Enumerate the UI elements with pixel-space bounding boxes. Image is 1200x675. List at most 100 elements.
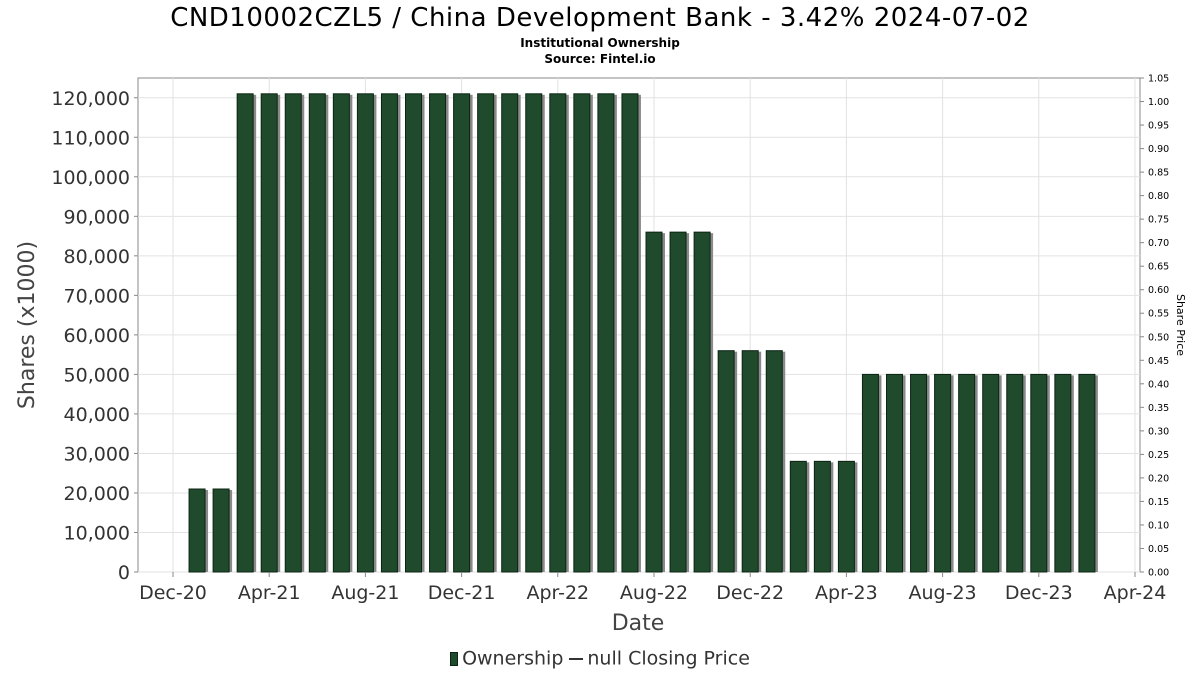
y2-tick-label: 0.95 [1148,121,1169,132]
x-tick-label: Apr-24 [1104,582,1167,604]
y-tick-label: 120,000 [51,88,130,110]
bar [669,231,687,573]
bar [789,460,807,573]
bar [861,373,879,573]
bar [717,350,735,573]
y2-tick-label: 0.15 [1148,497,1169,508]
bar [284,93,302,573]
y2-tick-label: 1.00 [1148,97,1169,108]
y-tick-label: 10,000 [64,522,130,544]
ownership-legend-swatch [450,651,459,666]
x-tick-label: Dec-23 [1005,582,1073,604]
y-tick-label: 80,000 [64,246,130,268]
bar [741,350,759,573]
y2-tick-label: 0.25 [1148,450,1169,461]
bar [910,373,928,573]
bar [621,93,639,573]
bar [765,350,783,573]
y2-tick-label: 1.05 [1148,74,1169,85]
x-tick-label: Aug-21 [331,582,399,604]
legend-ownership-label: Ownership [462,647,564,670]
x-tick-label: Aug-22 [620,582,688,604]
y2-tick-label: 0.45 [1148,356,1169,367]
x-axis: Dec-20 Apr-21 Aug-21 Dec-21 Apr-22 Aug-22 Dec-… [139,572,1166,604]
bars [188,93,1098,573]
bar [1078,373,1096,573]
y2-tick-label: 0.55 [1148,309,1169,320]
x-tick-label: Dec-22 [716,582,784,604]
bar [477,93,495,573]
y-tick-label: 20,000 [64,483,130,505]
x-axis-label: Date [612,611,665,636]
bar [1054,373,1072,573]
legend: Ownership null Closing Price [0,647,1200,670]
y-tick-label: 0 [118,562,130,584]
bar [958,373,976,573]
y-tick-label: 90,000 [64,206,130,228]
y-tick-label: 40,000 [64,404,130,426]
y2-tick-label: 0.35 [1148,403,1169,414]
y-tick-label: 30,000 [64,443,130,465]
y2-tick-label: 0.80 [1148,191,1169,202]
x-tick-label: Apr-21 [238,582,301,604]
chart-source: Source: Fintel.io [544,52,656,66]
y2-tick-label: 0.20 [1148,473,1169,484]
bar [429,93,447,573]
y2-axis: 0.00 0.05 0.10 0.15 0.20 0.25 0.30 0.35 0.40 0.45… [1140,74,1169,579]
bar [260,93,278,573]
bar [308,93,326,573]
y2-tick-label: 0.65 [1148,262,1169,273]
bar [597,93,615,573]
y-tick-label: 50,000 [64,364,130,386]
y2-tick-label: 0.90 [1148,144,1169,155]
y2-tick-label: 0.50 [1148,332,1169,343]
x-tick-label: Aug-23 [909,582,977,604]
legend-price-label: null Closing Price [587,647,750,670]
y2-tick-label: 0.85 [1148,168,1169,179]
bar [380,93,398,573]
bar [573,93,591,573]
bar [405,93,422,573]
x-tick-label: Apr-22 [526,582,589,604]
bar [934,373,952,573]
y2-tick-label: 0.40 [1148,379,1169,390]
bar [549,93,567,573]
y2-tick-label: 0.00 [1148,568,1169,579]
bar [332,93,350,573]
bar [236,93,254,573]
y2-tick-label: 0.05 [1148,544,1169,555]
bar [837,460,855,573]
x-tick-label: Apr-23 [815,582,878,604]
y2-tick-label: 0.75 [1148,215,1169,226]
y2-tick-label: 0.10 [1148,520,1169,531]
bar [645,231,663,573]
x-tick-label: Dec-21 [428,582,496,604]
bar [188,488,206,573]
y-tick-label: 110,000 [51,127,130,149]
chart-subtitle: Institutional Ownership [520,36,680,50]
y2-axis-label: Share Price [1174,294,1187,356]
y2-tick-label: 0.60 [1148,285,1169,296]
bar [212,488,230,573]
bar [453,93,471,573]
chart-title: CND10002CZL5 / China Development Bank - … [170,3,1030,33]
y2-tick-label: 0.30 [1148,426,1169,437]
y-tick-label: 70,000 [64,285,130,307]
y-tick-label: 100,000 [51,167,130,189]
x-tick-label: Dec-20 [139,582,207,604]
bar [1030,373,1048,573]
bar [693,231,711,573]
bar [356,93,374,573]
bar [813,460,831,573]
bar [982,373,1000,573]
bar [1006,373,1024,573]
y-axis: 0 10,000 20,000 30,000 40,000 50,000 60,000 70,… [51,88,138,584]
bar [886,373,903,573]
y-tick-label: 60,000 [64,325,130,347]
price-legend-swatch [569,657,584,660]
bar [501,93,519,573]
bar [525,93,543,573]
y2-tick-label: 0.70 [1148,238,1169,249]
y-axis-label: Shares (x1000) [15,241,40,409]
